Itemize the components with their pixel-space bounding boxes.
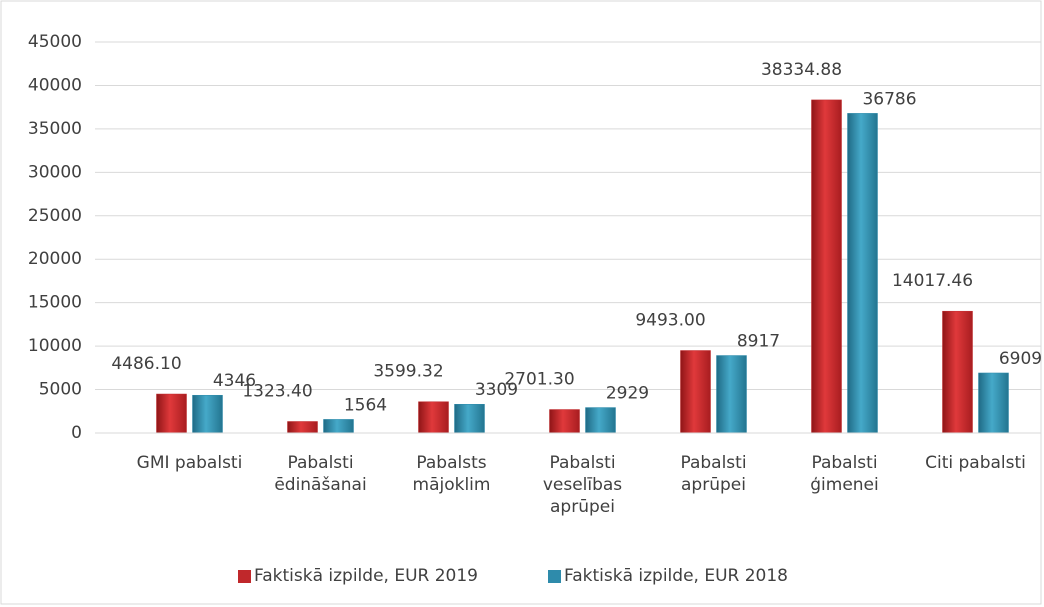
y-tick-label: 20000 — [28, 249, 82, 269]
bar — [323, 419, 354, 434]
bar — [716, 355, 747, 434]
x-tick-label: Pabalsti ģimenei — [810, 453, 879, 495]
x-tick-label: Pabalsti ēdināšanai — [274, 453, 367, 495]
y-tick-label: 30000 — [28, 162, 82, 182]
data-label: 38334.88 — [761, 60, 842, 80]
y-tick-label: 5000 — [39, 380, 82, 400]
y-tick-label: 0 — [71, 423, 82, 443]
data-label: 6909 — [999, 349, 1042, 369]
bar — [418, 401, 449, 434]
x-tick-label: Pabalsts mājoklim — [412, 453, 491, 495]
bar — [811, 99, 842, 434]
legend-label: Faktiskā izpilde, EUR 2019 — [254, 566, 478, 586]
data-label: 14017.46 — [892, 271, 973, 291]
legend-swatch — [548, 569, 561, 583]
data-label: 1564 — [344, 395, 387, 415]
data-label: 3309 — [475, 380, 518, 400]
data-label: 3599.32 — [373, 362, 443, 382]
bar — [156, 393, 187, 434]
x-tick-label: Citi pabalsti — [925, 453, 1026, 473]
bar — [549, 409, 580, 434]
y-tick-label: 15000 — [28, 293, 82, 313]
data-label: 4346 — [213, 371, 256, 391]
data-label: 2929 — [606, 384, 649, 404]
bar — [192, 394, 223, 434]
y-tick-label: 25000 — [28, 206, 82, 226]
bar — [585, 407, 616, 434]
y-tick-label: 35000 — [28, 119, 82, 139]
data-label: 2701.30 — [504, 370, 574, 390]
data-label: 9493.00 — [635, 311, 705, 331]
data-label: 36786 — [862, 89, 916, 109]
bar — [847, 113, 878, 434]
data-label: 8917 — [737, 332, 780, 352]
x-tick-label: Pabalsti aprūpei — [680, 453, 747, 495]
data-label: 1323.40 — [242, 382, 312, 402]
legend-item: Faktiskā izpilde, EUR 2019 — [238, 566, 478, 586]
legend-item: Faktiskā izpilde, EUR 2018 — [548, 566, 788, 586]
bar — [978, 372, 1009, 434]
y-tick-label: 10000 — [28, 336, 82, 356]
x-tick-label: GMI pabalsti — [136, 453, 243, 473]
legend-swatch — [238, 569, 251, 583]
bar — [287, 421, 318, 434]
x-tick-label: Pabalsti veselības aprūpei — [542, 453, 623, 517]
y-tick-label: 45000 — [28, 32, 82, 52]
bar — [942, 310, 973, 434]
bar — [454, 403, 485, 434]
data-label: 4486.10 — [111, 354, 181, 374]
bar — [680, 350, 711, 434]
legend-label: Faktiskā izpilde, EUR 2018 — [564, 566, 788, 586]
y-tick-label: 40000 — [28, 75, 82, 95]
